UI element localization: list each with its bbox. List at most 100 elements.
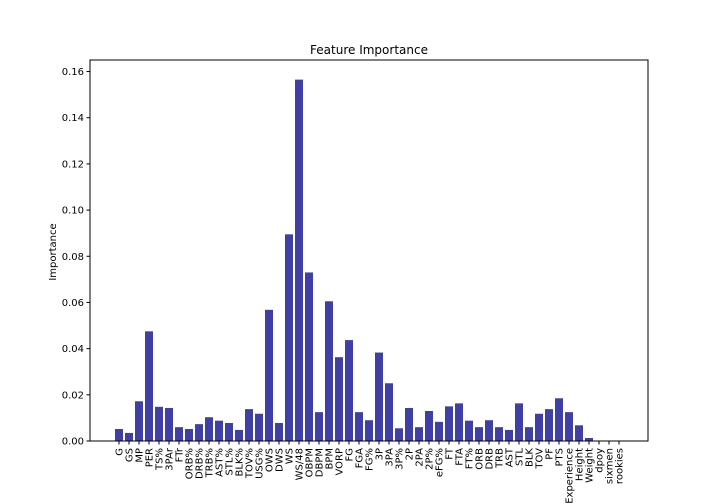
bar-BPM [325,301,333,441]
bar-AST% [215,420,223,441]
x-tick-label: 3P [375,448,386,460]
bar-FTA [455,403,463,441]
x-tick-label: BPM [325,448,336,470]
bars-group [115,79,593,441]
x-tick-label: PER [145,448,156,467]
bar-BLK [525,427,533,441]
x-tick-label: FTr [175,447,186,462]
bar-Height [575,425,583,441]
chart-title: Feature Importance [310,43,428,57]
bar-USG% [255,413,263,441]
bar-ORB% [185,428,193,441]
bar-STL% [225,422,233,441]
bar-2P% [425,410,433,441]
bar-2P [405,407,413,441]
y-tick-label: 0.14 [62,113,84,124]
x-tick-label: USG% [255,448,266,479]
x-tick-label: TOV [535,448,546,470]
x-tick-label: 2P [405,448,416,460]
x-tick-label: MP [135,448,146,463]
bar-FT [445,406,453,441]
bar-TOV% [245,409,253,441]
bar-MP [135,401,143,441]
bar-TOV [535,413,543,441]
bar-PF [545,409,553,441]
x-tick-label: AST% [215,448,226,477]
bar-OWS [265,309,273,441]
x-tick-label: 2PA [415,448,426,467]
bar-FT% [465,420,473,441]
bar-FG [345,340,353,441]
bar-TRB% [205,417,213,441]
x-tick-label: DWS [275,448,286,472]
x-tick-label: FT% [465,448,476,469]
y-tick-label: 0.08 [62,252,84,263]
bar-GS [125,432,133,441]
bar-3P% [395,428,403,441]
bar-STL [515,403,523,441]
x-tick-label: WS/48 [295,448,306,480]
y-tick-label: 0.00 [62,437,84,448]
x-tick-label: WS [285,448,296,464]
x-tick-label: ORB [475,448,486,470]
y-tick-label: 0.16 [62,67,84,78]
x-tick-label: GS [125,448,136,462]
bar-WS/48 [295,79,303,441]
x-tick-label: 3P% [395,448,406,470]
bar-FGA [355,412,363,441]
y-tick-label: 0.10 [62,206,84,217]
x-tick-label: DRB% [195,448,206,479]
y-tick-label: 0.02 [62,390,84,401]
y-tick-label: 0.04 [62,344,84,355]
x-tick-label: rookies [615,448,626,484]
x-tick-label: Weight [585,448,596,483]
x-tick-label: TS% [155,448,166,471]
bar-TRB [495,427,503,441]
x-tick-label: PTS [555,448,566,467]
x-tick-label: OBPM [305,448,316,477]
x-tick-label: TOV% [245,448,256,479]
bar-VORP [335,357,343,441]
bar-G [115,428,123,441]
x-tick-label: TRB% [205,448,216,478]
x-tick-label: OWS [265,448,276,472]
x-tick-label: TRB [495,448,506,469]
bar-Experience [565,412,573,441]
y-tick-label: 0.06 [62,298,84,309]
x-tick-label: G [115,448,126,456]
bar-3PA [385,383,393,441]
x-tick-label: STL [515,448,526,466]
y-tick-label: 0.12 [62,159,84,170]
bar-PTS [555,398,563,441]
bar-BLK% [235,429,243,441]
x-tick-label: BLK% [235,448,246,477]
bar-DWS [275,422,283,441]
bar-3PAr [165,407,173,441]
x-tick-label: PF [545,448,556,460]
x-tick-label: dpoy [595,448,606,473]
bar-DRB [485,420,493,441]
x-tick-label: DBPM [315,448,326,477]
bar-WS [285,234,293,441]
bar-eFG% [435,421,443,441]
x-tick-label: AST [505,447,516,467]
bar-ORB [475,427,483,441]
bar-DRB% [195,424,203,441]
y-axis-label: Importance [48,223,59,280]
x-axis: G GS MP PER TS% 3PAr FTr ORB% DRB% TRB% AST% STL% BL… [115,441,626,504]
x-tick-label: 3PA [385,448,396,467]
x-tick-label: sixmen [605,448,616,484]
x-tick-label: FG [345,448,356,462]
x-tick-label: ORB% [185,448,196,479]
y-axis: 0.00 0.02 0.04 0.06 0.08 0.10 0.12 0.14 0.16 [62,67,90,448]
bar-OBPM [305,272,313,441]
x-tick-label: STL% [225,448,236,476]
x-tick-label: FGA [355,448,366,469]
bar-Weight [585,438,593,441]
bar-FTr [175,427,183,441]
x-tick-label: VORP [335,448,346,476]
x-tick-label: 3PAr [165,447,176,471]
x-tick-label: eFG% [435,448,446,477]
bar-DBPM [315,412,323,441]
